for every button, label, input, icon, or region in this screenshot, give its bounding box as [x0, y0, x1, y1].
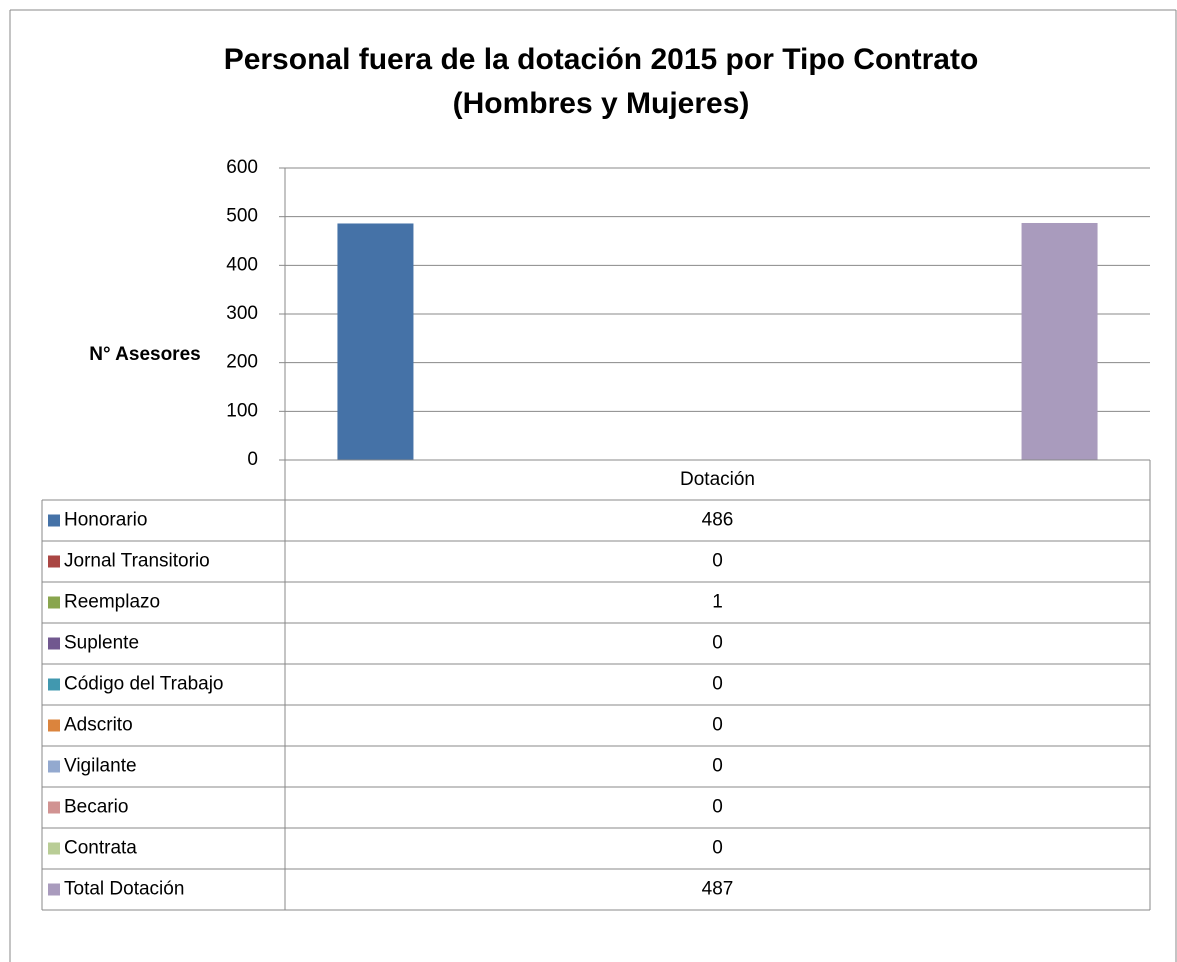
legend-key — [48, 555, 60, 568]
chart-title: Personal fuera de la dotación 2015 por T… — [223, 43, 979, 120]
legend-label: Código del Trabajo — [64, 674, 224, 695]
legend-label: Becario — [64, 797, 128, 818]
legend-key — [48, 678, 60, 691]
legend-label: Vigilante — [64, 756, 137, 777]
table-value: 0 — [712, 715, 723, 736]
legend-key — [48, 514, 60, 527]
y-tick-label: 200 — [226, 352, 258, 373]
legend-label: Jornal Transitorio — [64, 551, 210, 572]
table-value: 0 — [712, 674, 723, 695]
legend-label: Contrata — [64, 838, 137, 859]
legend-key — [48, 719, 60, 732]
legend-key — [48, 842, 60, 855]
legend-key — [48, 596, 60, 609]
x-tick-label: Dotación — [680, 469, 755, 490]
legend-label: Adscrito — [64, 715, 133, 736]
table-value: 0 — [712, 756, 723, 777]
bar — [337, 223, 414, 460]
table-value: 1 — [712, 592, 723, 613]
table-value: 0 — [712, 797, 723, 818]
y-tick-label: 300 — [226, 303, 258, 324]
y-tick-label: 600 — [226, 157, 258, 178]
legend-key — [48, 637, 60, 650]
legend-key — [48, 801, 60, 814]
y-tick-label: 400 — [226, 254, 258, 275]
legend-label: Honorario — [64, 510, 147, 531]
y-tick-label: 500 — [226, 206, 258, 227]
y-tick-label: 100 — [226, 400, 258, 421]
y-tick-label: 0 — [247, 449, 258, 470]
legend-key — [48, 883, 60, 896]
bar — [1021, 222, 1098, 460]
legend-key — [48, 760, 60, 773]
table-value: 486 — [702, 510, 734, 531]
legend-label: Reemplazo — [64, 592, 160, 613]
table-value: 0 — [712, 838, 723, 859]
table-value: 487 — [702, 879, 734, 900]
table-value: 0 — [712, 633, 723, 654]
legend-label: Total Dotación — [64, 879, 184, 900]
legend-label: Suplente — [64, 633, 139, 654]
y-axis-label: N° Asesores — [89, 344, 200, 365]
table-value: 0 — [712, 551, 723, 572]
